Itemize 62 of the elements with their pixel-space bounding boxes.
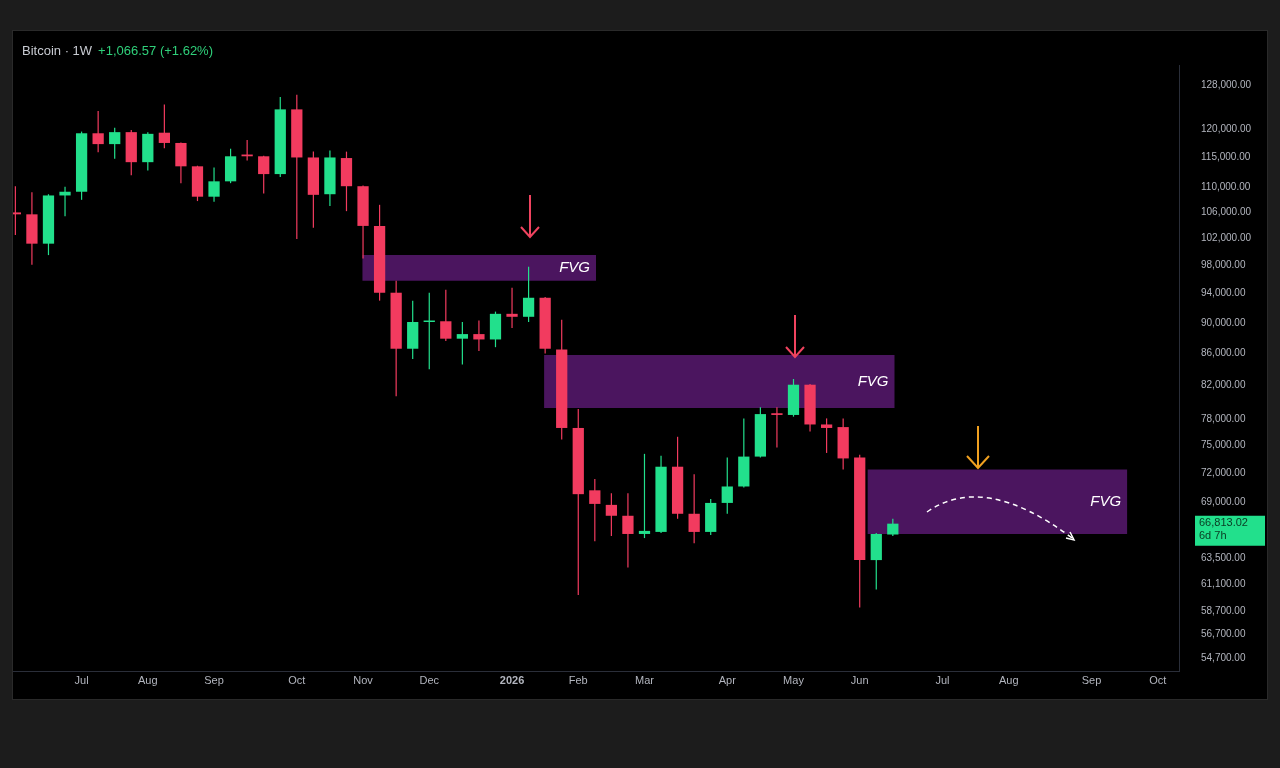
y-tick-label: 128,000.00 [1201, 78, 1252, 90]
x-tick-label: 2026 [499, 673, 525, 686]
candlestick [638, 453, 651, 539]
x-tick-label: Jul [74, 673, 89, 686]
x-tick-label: Dec [419, 673, 440, 686]
candlestick [175, 141, 187, 184]
x-tick-label: Feb [568, 673, 588, 686]
y-tick-label: 75,000.00 [1201, 439, 1246, 451]
y-tick-label: 98,000.00 [1201, 259, 1246, 271]
y-tick-label: 102,000.00 [1201, 232, 1252, 244]
text: 6d 7h [1199, 528, 1227, 541]
y-tick-label: 106,000.00 [1201, 206, 1252, 218]
y-tick-label: 115,000.00 [1201, 151, 1251, 163]
y-tick-label: 86,000.00 [1201, 347, 1246, 359]
y-tick-label: 58,700.00 [1201, 604, 1246, 616]
x-tick-label: Sep [1081, 673, 1102, 686]
x-tick-label: Nov [353, 673, 374, 686]
candlestick [522, 266, 535, 323]
x-tick-label: Apr [718, 673, 737, 686]
x-tick-label: Aug [998, 673, 1019, 686]
candlestick [820, 417, 833, 454]
y-tick-label: 69,000.00 [1201, 495, 1246, 507]
chart-title: Bitcoin · 1W [22, 43, 93, 58]
candlestick [208, 166, 220, 203]
candlestick [158, 103, 170, 149]
y-tick-label: 54,700.00 [1201, 652, 1246, 664]
text: 66,813.02 [1199, 515, 1248, 528]
candlestick [589, 478, 601, 542]
band-label: FVG [559, 258, 591, 276]
x-tick-label: Sep [204, 673, 224, 686]
candlestick [92, 110, 104, 153]
x-tick-label: Oct [288, 673, 306, 686]
x-tick-label: May [783, 673, 805, 686]
y-tick-label: 90,000.00 [1201, 316, 1246, 328]
candlestick [771, 406, 783, 449]
band-label: FVG [1090, 491, 1122, 509]
y-tick-label: 72,000.00 [1201, 466, 1246, 478]
y-tick-label: 56,700.00 [1201, 628, 1246, 640]
y-tick-label: 120,000.00 [1201, 122, 1252, 134]
candlestick [456, 321, 468, 366]
x-tick-label: Oct [1149, 673, 1167, 686]
candlestick [109, 127, 121, 160]
candlestick [721, 456, 733, 515]
x-tick-label: Aug [138, 673, 158, 686]
x-tick-label: Jul [935, 673, 950, 686]
y-tick-label: 78,000.00 [1201, 413, 1246, 425]
x-tick-label: Mar [635, 673, 655, 686]
candlestick [506, 287, 518, 329]
candlestick [688, 473, 700, 544]
band-label: FVG [857, 371, 889, 389]
y-tick-label: 61,100.00 [1201, 577, 1246, 589]
candlestick [473, 319, 485, 352]
candlestick [605, 492, 617, 537]
y-tick-label: 94,000.00 [1201, 287, 1246, 299]
candlestick [440, 289, 452, 342]
candlestick [258, 155, 270, 195]
y-tick-label: 63,500.00 [1201, 551, 1246, 563]
y-tick-label: 82,000.00 [1201, 379, 1246, 391]
chart-subtitle: +1,066.57 (+1.62%) [98, 43, 213, 58]
x-tick-label: Jun [850, 673, 869, 686]
candlestick [622, 492, 634, 569]
y-tick-label: 110,000.00 [1201, 181, 1251, 193]
